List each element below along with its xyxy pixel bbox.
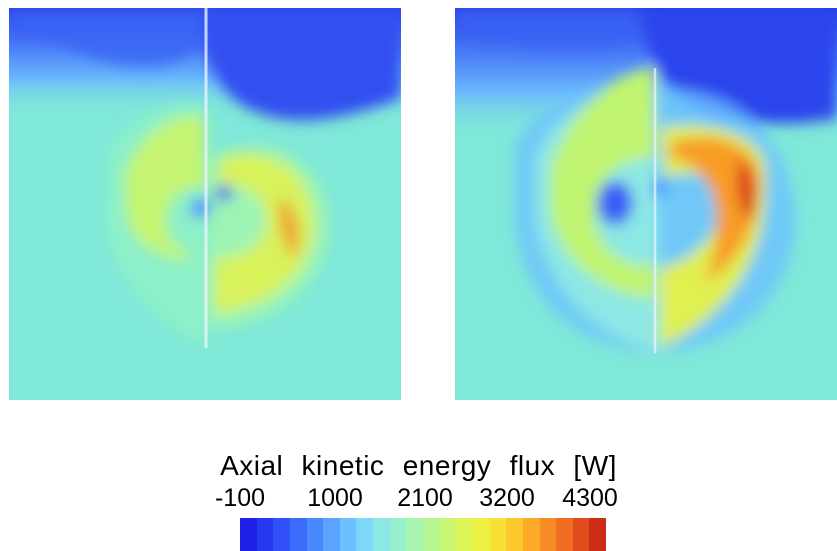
colorbar-swatch [289,518,307,551]
colorbar-swatch [256,518,274,551]
colorbar-swatch [323,518,340,551]
colorbar-swatch [589,518,607,551]
flux-field-left-image [9,8,401,400]
colorbar-swatch [506,518,523,551]
colorbar-swatch [522,518,540,551]
colorbar-swatch [423,518,440,551]
colorbar-tick-label: -100 [214,484,266,512]
colorbar-swatch [489,518,507,551]
colorbar [240,518,607,551]
colorbar-tick-label: 3200 [479,484,535,512]
colorbar-swatch [240,518,257,551]
flux-field-right [455,8,837,400]
colorbar-swatch [456,518,473,551]
flux-field-right-image [455,8,837,400]
colorbar-swatch [572,518,590,551]
colorbar-title: Axial kinetic energy flux [W] [220,450,617,481]
colorbar-swatch [389,518,407,551]
colorbar-swatch [306,518,324,551]
colorbar-swatch [339,518,357,551]
colorbar-tick-label: 1000 [307,484,363,512]
colorbar-tick-label: 2100 [397,484,453,512]
colorbar-tick-label: 4300 [562,484,618,512]
colorbar-swatch [273,518,290,551]
colorbar-tick-labels: -100 1000 2100 3200 4300 [0,484,837,514]
colorbar-swatch [439,518,457,551]
flux-field-left [9,8,401,400]
colorbar-swatch [373,518,390,551]
colorbar-swatch [406,518,424,551]
colorbar-swatch [356,518,374,551]
colorbar-swatch [472,518,490,551]
colorbar-swatch [556,518,573,551]
colorbar-swatch [539,518,557,551]
